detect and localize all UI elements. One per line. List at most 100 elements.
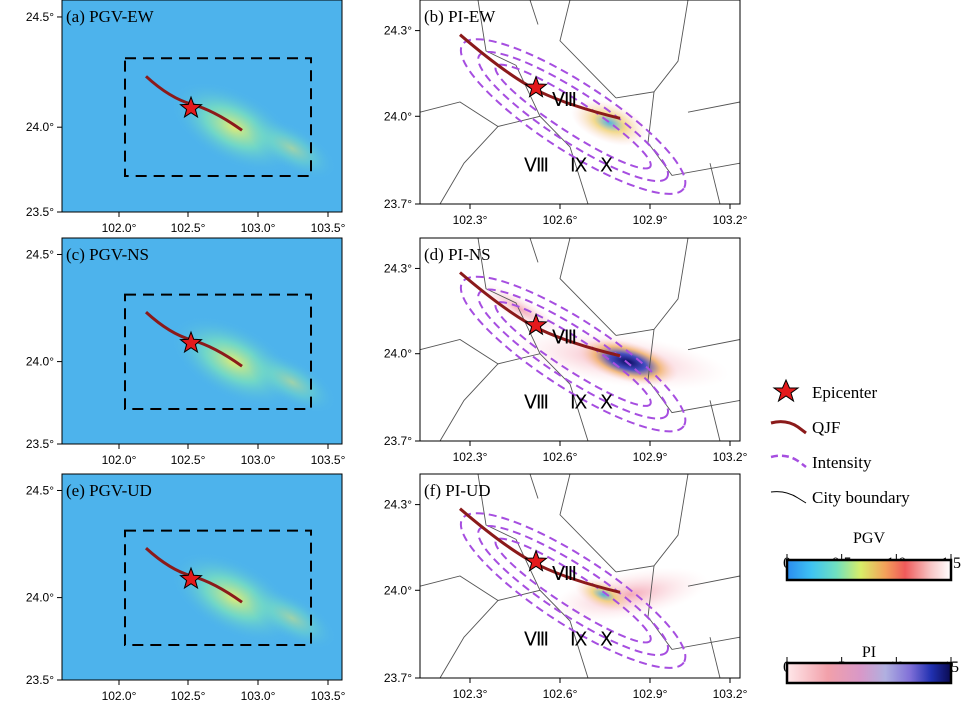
- intensity-label: Ⅹ: [600, 629, 613, 650]
- y-tick-label: 24.3°: [384, 24, 412, 38]
- city-boundary-line: [559, 237, 617, 336]
- panel-title: (a) PGV-EW: [66, 7, 155, 26]
- panel-title: (d) PI-NS: [424, 245, 491, 264]
- city-boundary-line: [477, 237, 541, 354]
- x-tick-label: 103.5°: [311, 689, 346, 703]
- epicenter-star-icon: [524, 549, 548, 572]
- x-tick-label: 103.0°: [241, 453, 276, 467]
- colorbar-gradient: [785, 558, 953, 582]
- city-boundary-line: [709, 637, 721, 679]
- colorbar-title: PI: [862, 644, 876, 661]
- y-tick-label: 24.0°: [384, 583, 412, 597]
- city-boundary-line: [615, 0, 689, 99]
- intensity-contour: [477, 525, 670, 657]
- intensity-label: Ⅷ: [552, 90, 577, 111]
- intensity-label: Ⅷ: [524, 393, 549, 414]
- intensity-contour: [459, 38, 687, 195]
- city-boundary-line: [615, 237, 689, 336]
- legend-item-city-boundary: City boundary: [770, 488, 910, 507]
- dashed-line-icon: [770, 454, 807, 468]
- city-boundary-line: [477, 473, 541, 591]
- city-boundary-line: [477, 0, 541, 117]
- city-boundary-line: [687, 339, 741, 351]
- epicenter-star-icon: [524, 312, 548, 336]
- intensity-label: Ⅹ: [600, 393, 613, 414]
- study-region-box: [124, 57, 312, 177]
- panel-pgv-ew: (a) PGV-EW 102.0° 102.5° 103.0° 103.5° 24.5° 2…: [26, 0, 346, 235]
- map-frame: [419, 237, 741, 442]
- y-tick-label: 23.5°: [26, 673, 54, 687]
- legend-label-epicenter: Epicenter: [812, 383, 877, 402]
- intensity-contour: [494, 301, 652, 407]
- x-tick-label: 102.5°: [171, 453, 206, 467]
- city-boundary-line: [709, 400, 721, 442]
- city-boundary-line: [647, 565, 741, 650]
- fault-line-icon: [770, 420, 807, 435]
- colorbar-pi: PI051015: [783, 644, 959, 685]
- intensity-contour: [494, 537, 652, 644]
- x-tick-label: 103.2°: [713, 687, 748, 701]
- y-tick-label: 23.7°: [384, 197, 412, 211]
- x-tick-label: 103.5°: [311, 453, 346, 467]
- intensity-contour: [494, 63, 652, 170]
- city-boundary-line: [529, 237, 539, 263]
- panel-title: (c) PGV-NS: [66, 245, 149, 264]
- intensity-contour: [459, 275, 687, 433]
- intensity-contour: [459, 512, 687, 669]
- y-tick-label: 24.5°: [26, 10, 54, 24]
- pgv-amplitude-patch: [247, 350, 337, 414]
- intensity-label: Ⅷ: [524, 629, 549, 650]
- city-boundary-line: [439, 600, 499, 679]
- study-region-box: [124, 293, 312, 410]
- x-tick-label: 102.6°: [543, 450, 578, 464]
- intensity-contour: [477, 288, 670, 420]
- city-boundary-line: [687, 575, 741, 587]
- pgv-amplitude-patch: [247, 116, 337, 180]
- x-tick-label: 103.0°: [241, 221, 276, 235]
- x-tick-label: 103.0°: [241, 689, 276, 703]
- study-region-box: [124, 529, 312, 646]
- map-frame: [61, 473, 343, 681]
- y-tick-label: 24.0°: [26, 120, 54, 134]
- colorbar-gradient: [785, 661, 953, 685]
- map-frame: [419, 0, 741, 205]
- thin-line-icon: [770, 491, 807, 504]
- x-tick-label: 102.9°: [633, 213, 668, 227]
- panel-title: (f) PI-UD: [424, 481, 491, 500]
- map-frame: [419, 473, 741, 679]
- city-boundary-line: [559, 473, 617, 573]
- legend-item-intensity: Intensity: [770, 453, 872, 472]
- intensity-label: Ⅹ: [600, 155, 613, 176]
- city-boundary-line: [529, 473, 539, 499]
- y-tick-label: 24.0°: [26, 591, 54, 605]
- city-boundary-line: [529, 0, 539, 25]
- intensity-label: Ⅸ: [570, 393, 587, 414]
- map-frame: [61, 237, 343, 445]
- panel-title: (e) PGV-UD: [66, 481, 152, 500]
- panel-pgv-ns: (c) PGV-NS 102.0° 102.5° 103.0° 103.5° 24.5° 2…: [26, 237, 346, 467]
- city-boundary-line: [687, 101, 741, 113]
- x-tick-label: 102.0°: [102, 221, 137, 235]
- y-tick-label: 24.3°: [384, 261, 412, 275]
- colorbar-title: PGV: [853, 530, 885, 547]
- legend-label-intensity: Intensity: [812, 453, 872, 472]
- city-boundary-line: [559, 0, 617, 99]
- city-boundary-line: [439, 363, 499, 442]
- intensity-label: Ⅷ: [552, 328, 577, 349]
- city-boundary-line: [647, 329, 741, 414]
- pgv-amplitude-patch: [247, 586, 337, 650]
- intensity-label: Ⅷ: [552, 564, 577, 585]
- x-tick-label: 102.3°: [453, 450, 488, 464]
- epicenter-star-icon: [179, 566, 203, 590]
- city-boundary-line: [439, 126, 499, 205]
- star-icon: [772, 378, 800, 403]
- epicenter-star-icon: [179, 330, 203, 354]
- y-tick-label: 23.5°: [26, 205, 54, 219]
- intensity-label: Ⅷ: [524, 155, 549, 176]
- colorbar-pgv: PGV00.51.01.5: [783, 530, 961, 582]
- intensity-contour: [477, 51, 670, 183]
